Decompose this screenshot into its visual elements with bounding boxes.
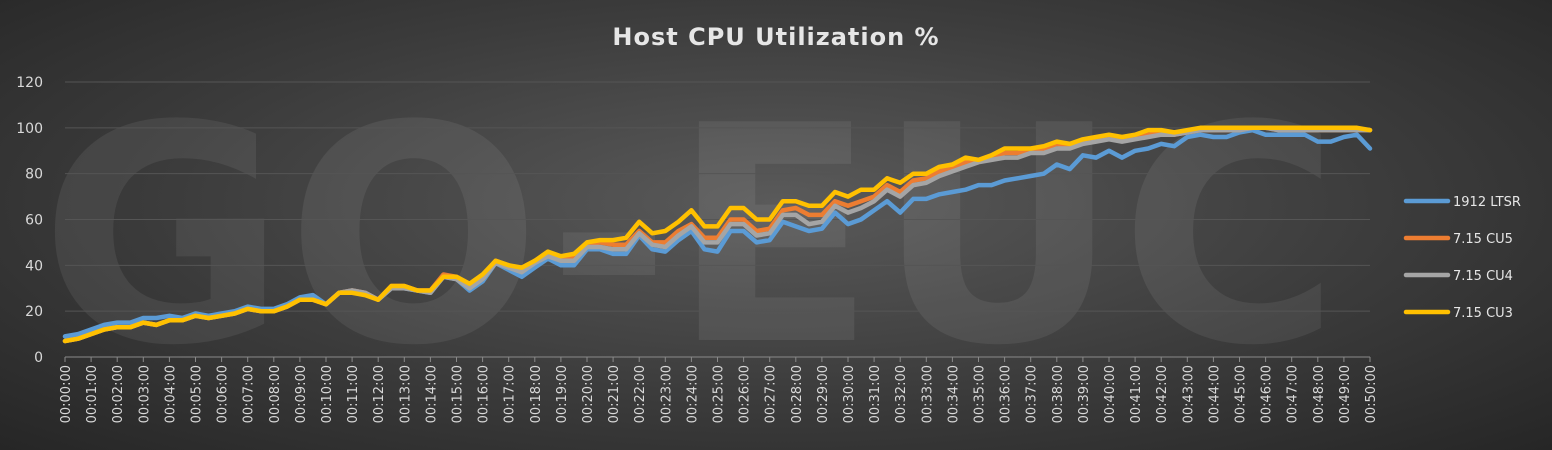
x-tick-label: 00:42:00 xyxy=(1155,365,1170,423)
x-tick-label: 00:18:00 xyxy=(529,365,544,423)
x-tick-label: 00:27:00 xyxy=(764,365,779,423)
x-tick-label: 00:17:00 xyxy=(503,365,518,423)
x-tick-label: 00:32:00 xyxy=(894,365,909,423)
x-tick-label: 00:20:00 xyxy=(581,365,596,423)
x-tick-label: 00:02:00 xyxy=(111,365,126,423)
y-tick-label: 0 xyxy=(34,350,43,366)
x-tick-label: 00:16:00 xyxy=(477,365,492,423)
y-tick-label: 80 xyxy=(25,167,43,183)
x-tick-label: 00:00:00 xyxy=(59,365,74,423)
x-tick-label: 00:04:00 xyxy=(163,365,178,423)
legend-label: 7.15 CU4 xyxy=(1453,269,1513,284)
x-tick-label: 00:38:00 xyxy=(1051,365,1066,423)
x-tick-label: 00:49:00 xyxy=(1338,365,1353,423)
x-tick-label: 00:10:00 xyxy=(320,365,335,423)
x-tick-label: 00:37:00 xyxy=(1025,365,1040,423)
y-tick-label: 40 xyxy=(25,258,43,274)
x-tick-label: 00:06:00 xyxy=(216,365,231,423)
x-tick-label: 00:07:00 xyxy=(242,365,257,423)
x-tick-label: 00:21:00 xyxy=(607,365,622,423)
x-tick-label: 00:15:00 xyxy=(451,365,466,423)
x-tick-label: 00:35:00 xyxy=(973,365,988,423)
x-tick-label: 00:46:00 xyxy=(1260,365,1275,423)
x-tick-label: 00:48:00 xyxy=(1312,365,1327,423)
x-tick-label: 00:13:00 xyxy=(398,365,413,423)
x-tick-label: 00:43:00 xyxy=(1181,365,1196,423)
x-tick-label: 00:36:00 xyxy=(999,365,1014,423)
legend-label: 7.15 CU5 xyxy=(1453,232,1513,247)
x-tick-label: 00:26:00 xyxy=(738,365,753,423)
x-tick-label: 00:39:00 xyxy=(1077,365,1092,423)
gridlines xyxy=(65,81,1370,358)
x-tick-label: 00:44:00 xyxy=(1207,365,1222,423)
y-tick-label: 60 xyxy=(25,213,43,229)
x-tick-label: 00:40:00 xyxy=(1103,365,1118,423)
x-tick-label: 00:05:00 xyxy=(190,365,205,423)
y-tick-label: 100 xyxy=(16,121,43,137)
x-tick-label: 00:22:00 xyxy=(633,365,648,423)
legend-label: 7.15 CU3 xyxy=(1453,306,1513,321)
y-axis: 0 20 40 60 80 100 120 xyxy=(16,75,43,366)
x-tick-label: 00:31:00 xyxy=(868,365,883,423)
x-tick-label: 00:01:00 xyxy=(85,365,100,423)
legend-label: 1912 LTSR xyxy=(1453,195,1521,210)
chart-title: Host CPU Utilization % xyxy=(612,23,939,51)
y-tick-label: 20 xyxy=(25,304,43,320)
series-line xyxy=(62,125,1373,344)
x-tick-label: 00:25:00 xyxy=(712,365,727,423)
watermark-text: GO-EUC xyxy=(40,62,1340,411)
x-tick-label: 00:19:00 xyxy=(555,365,570,423)
x-tick-label: 00:29:00 xyxy=(816,365,831,423)
x-tick-label: 00:50:00 xyxy=(1364,365,1379,423)
x-tick-label: 00:12:00 xyxy=(372,365,387,423)
x-tick-label: 00:28:00 xyxy=(790,365,805,423)
x-tick-label: 00:14:00 xyxy=(424,365,439,423)
x-tick-label: 00:34:00 xyxy=(946,365,961,423)
x-tick-label: 00:24:00 xyxy=(685,365,700,423)
x-tick-label: 00:09:00 xyxy=(294,365,309,423)
x-tick-label: 00:23:00 xyxy=(659,365,674,423)
x-tick-label: 00:03:00 xyxy=(137,365,152,423)
x-tick-label: 00:08:00 xyxy=(268,365,283,423)
x-tick-label: 00:11:00 xyxy=(346,365,361,423)
x-tick-label: 00:47:00 xyxy=(1286,365,1301,423)
x-tick-label: 00:33:00 xyxy=(920,365,935,423)
x-tick-label: 00:30:00 xyxy=(842,365,857,423)
series-lines xyxy=(62,125,1373,344)
x-axis: 00:00:00 00:01:00 00:02:00 00:03:00 00:04:00… xyxy=(59,357,1379,423)
legend: 1912 LTSR 7.15 CU5 7.15 CU4 7.15 CU3 xyxy=(1403,195,1521,321)
y-tick-label: 120 xyxy=(16,75,43,91)
x-tick-label: 00:45:00 xyxy=(1234,365,1249,423)
x-tick-label: 00:41:00 xyxy=(1129,365,1144,423)
